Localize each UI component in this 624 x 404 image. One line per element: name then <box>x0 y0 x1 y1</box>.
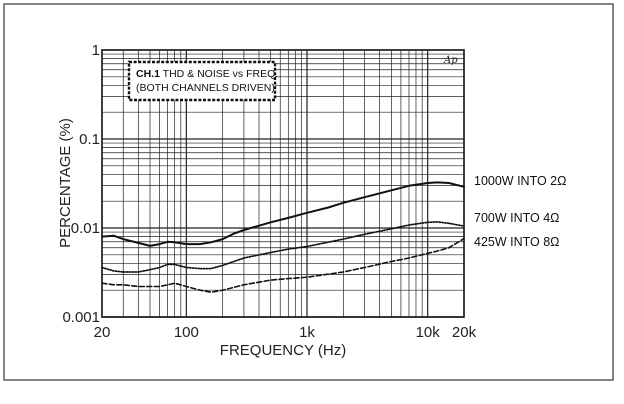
series-label: 1000W INTO 2Ω <box>474 174 566 188</box>
y-tick-label: 0.001 <box>62 309 100 326</box>
series-line <box>101 181 465 247</box>
x-tick-label: 10k <box>416 324 441 341</box>
series-line <box>101 221 465 273</box>
x-axis-title: FREQUENCY (Hz) <box>220 342 346 359</box>
chart-title-line1: CH.1 THD & NOISE vs FREQ. <box>136 68 278 80</box>
plot-area-border <box>101 49 465 318</box>
x-tick-label: 100 <box>174 324 199 341</box>
ap-logo: Ap <box>443 55 458 66</box>
series-line <box>101 237 465 294</box>
tick-labels: 20 100 1k 10k 20k 1 0.1 0.01 0.001 <box>62 42 476 341</box>
y-axis-title: PERCENTAGE (%) <box>57 118 74 248</box>
y-tick-label: 0.1 <box>79 131 100 148</box>
series-layer: 1000W INTO 2Ω 700W INTO 4Ω 425W INTO 8Ω <box>101 174 566 294</box>
chart-title-line2: (BOTH CHANNELS DRIVEN) <box>136 82 275 94</box>
y-tick-label: 1 <box>92 42 100 59</box>
x-tick-label: 20 <box>94 324 111 341</box>
x-tick-label: 1k <box>299 324 315 341</box>
chart-title-ch: CH.1 <box>136 68 160 80</box>
y-tick-label: 0.01 <box>71 220 100 237</box>
chart-title-box: CH.1 THD & NOISE vs FREQ. (BOTH CHANNELS… <box>127 60 278 102</box>
chart-title-rest: THD & NOISE vs FREQ. <box>160 68 278 80</box>
series-label: 425W INTO 8Ω <box>474 235 560 249</box>
series-label: 700W INTO 4Ω <box>474 211 560 225</box>
x-tick-label: 20k <box>452 324 477 341</box>
